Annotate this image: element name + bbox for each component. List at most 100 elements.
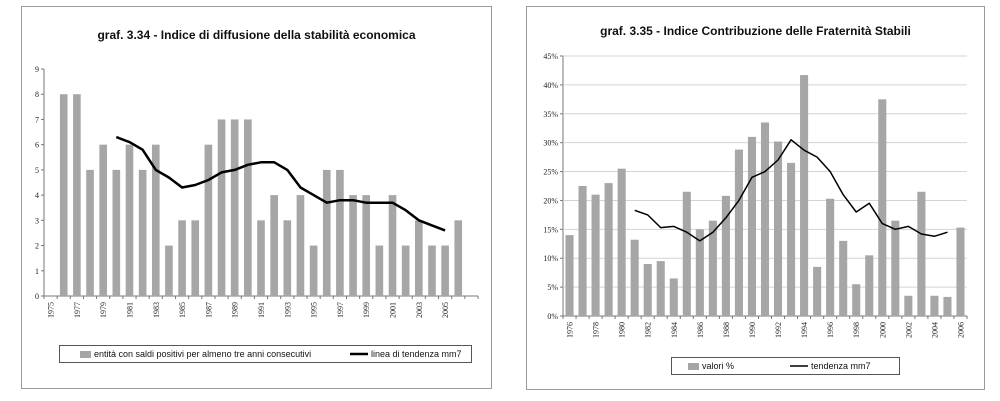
bar bbox=[86, 169, 94, 296]
bar bbox=[943, 296, 952, 316]
y-tick-label: 2 bbox=[35, 242, 39, 251]
bar bbox=[257, 220, 265, 296]
bar bbox=[656, 261, 665, 316]
x-tick-label: 1987 bbox=[204, 302, 213, 318]
bar bbox=[401, 245, 410, 296]
y-tick-label: 1 bbox=[35, 267, 39, 276]
bar bbox=[375, 245, 384, 296]
bar bbox=[441, 245, 449, 296]
bar bbox=[760, 122, 770, 316]
x-tick-label: 1979 bbox=[99, 302, 108, 318]
x-tick-label: 1995 bbox=[310, 302, 319, 318]
bar bbox=[165, 245, 173, 296]
bar bbox=[112, 169, 121, 296]
legend-bar-swatch bbox=[80, 350, 91, 358]
x-tick-label: 1996 bbox=[826, 322, 835, 338]
y-tick-label: 30% bbox=[543, 139, 558, 148]
x-tick-label: 1977 bbox=[73, 302, 82, 318]
legend-line-label: tendenza mm7 bbox=[811, 361, 871, 371]
y-tick-label: 8 bbox=[35, 90, 39, 99]
y-tick-label: 4 bbox=[35, 191, 39, 200]
x-tick-label: 2000 bbox=[878, 322, 887, 338]
bar bbox=[878, 99, 887, 316]
bar bbox=[787, 162, 796, 316]
bar bbox=[204, 144, 213, 296]
bar bbox=[604, 183, 613, 316]
bar bbox=[891, 220, 900, 316]
x-tick-label: 1981 bbox=[125, 302, 134, 318]
bar bbox=[362, 195, 371, 296]
bar bbox=[721, 195, 730, 316]
bar bbox=[336, 169, 344, 296]
x-tick-label: 1993 bbox=[283, 302, 292, 318]
legend-entry-line: tendenza mm7 bbox=[790, 358, 871, 374]
bar bbox=[59, 94, 68, 296]
bar bbox=[454, 220, 463, 296]
bar bbox=[565, 235, 574, 316]
bar bbox=[73, 94, 81, 296]
x-tick-label: 2006 bbox=[956, 322, 965, 338]
x-tick-label: 1982 bbox=[644, 322, 653, 338]
bar bbox=[151, 144, 160, 296]
chart-plot-area: 0 1 2 3 4 5 6 7 8 9 1975 1977 1979 1981 1983 1985 1987 19… bbox=[35, 65, 479, 318]
legend-line-swatch bbox=[350, 352, 368, 356]
chart-legend: valori % tendenza mm7 bbox=[671, 357, 900, 375]
bar bbox=[630, 239, 639, 316]
trend-line bbox=[115, 135, 446, 232]
x-tick-label: 2005 bbox=[441, 302, 450, 318]
x-tick-label: 2003 bbox=[415, 302, 424, 318]
bar bbox=[191, 220, 200, 296]
bar bbox=[734, 149, 743, 316]
bar bbox=[865, 255, 874, 316]
bar bbox=[270, 195, 278, 296]
bar bbox=[695, 229, 704, 316]
bar bbox=[617, 168, 626, 316]
y-tick-label: 6 bbox=[35, 141, 39, 150]
y-tick-label: 9 bbox=[35, 65, 39, 74]
bar bbox=[138, 169, 147, 296]
bar bbox=[428, 245, 436, 296]
legend-entry-bars: entità con saldi positivi per almeno tre… bbox=[80, 346, 311, 362]
bar bbox=[747, 136, 757, 316]
bar bbox=[591, 194, 600, 316]
y-tick-label: 25% bbox=[543, 168, 558, 177]
x-tick-label: 1975 bbox=[47, 302, 56, 318]
x-tick-label: 1976 bbox=[566, 322, 575, 338]
y-tick-label: 3 bbox=[35, 216, 39, 225]
y-tick-label: 5% bbox=[547, 283, 558, 292]
bar bbox=[349, 195, 357, 296]
bar bbox=[708, 220, 717, 316]
bar bbox=[956, 227, 965, 316]
y-tick-label: 35% bbox=[543, 110, 558, 119]
legend-line-label: linea di tendenza mm7 bbox=[371, 349, 462, 359]
x-tick-label: 2004 bbox=[930, 322, 939, 338]
bar bbox=[230, 119, 239, 296]
y-tick-label: 0 bbox=[35, 292, 39, 301]
bar bbox=[826, 198, 835, 316]
x-tick-label: 1984 bbox=[670, 322, 679, 338]
bar bbox=[309, 245, 318, 296]
x-tick-label: 1998 bbox=[852, 322, 861, 338]
x-tick-label: 1988 bbox=[722, 322, 731, 338]
chart-title: graf. 3.34 - Indice di diffusione della … bbox=[97, 28, 416, 42]
bar bbox=[839, 240, 848, 316]
bar bbox=[244, 119, 252, 296]
y-tick-label: 0% bbox=[547, 312, 558, 321]
y-tick-label: 20% bbox=[543, 196, 558, 205]
bar bbox=[682, 191, 691, 316]
x-tick-label: 1991 bbox=[257, 302, 266, 318]
bar bbox=[917, 191, 926, 316]
chart-title: graf. 3.35 - Indice Contribuzione delle … bbox=[600, 24, 911, 38]
bar bbox=[296, 195, 305, 296]
x-tick-label: 1978 bbox=[592, 322, 601, 338]
bar bbox=[99, 144, 107, 296]
x-tick-label: 1983 bbox=[152, 302, 161, 318]
x-tick-label: 1985 bbox=[178, 302, 187, 318]
legend-entry-bars: valori % bbox=[688, 358, 734, 374]
bar bbox=[773, 141, 783, 316]
y-tick-label: 5 bbox=[35, 166, 39, 175]
bar bbox=[852, 284, 861, 316]
legend-bar-label: valori % bbox=[702, 361, 735, 371]
x-tick-label: 1990 bbox=[748, 322, 757, 338]
bar bbox=[283, 220, 292, 296]
